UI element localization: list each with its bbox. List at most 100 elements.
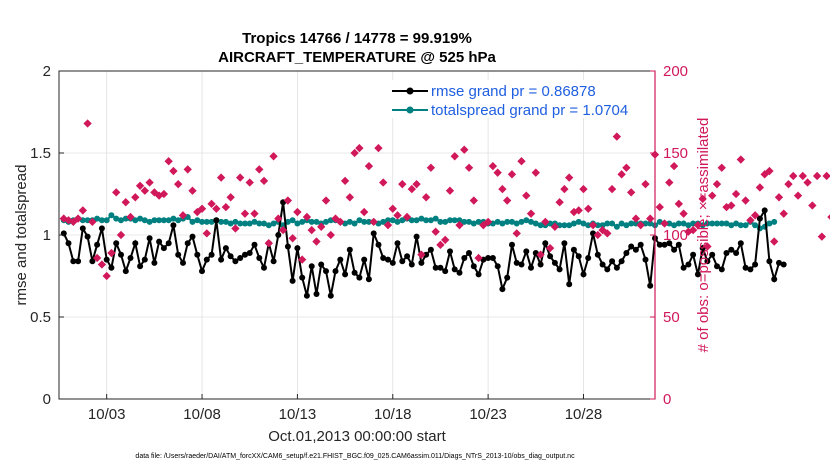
rmse-point	[685, 261, 692, 268]
rmse-point	[413, 233, 420, 240]
totalspread-point	[346, 218, 353, 225]
rmse-point	[237, 255, 244, 261]
obs-count-point	[183, 165, 192, 174]
totalspread-point	[466, 218, 472, 225]
rmse-point	[137, 263, 144, 270]
totalspread-point	[156, 217, 163, 224]
obs-count-point	[441, 235, 450, 245]
obs-count-point	[417, 250, 426, 259]
obs-count-point	[770, 237, 779, 246]
obs-count-point	[793, 191, 803, 200]
rmse-point	[75, 258, 82, 265]
rmse-point	[98, 225, 105, 232]
obs-count-point	[212, 204, 221, 213]
rmse-point	[671, 246, 678, 253]
obs-count-point	[617, 170, 626, 179]
totalspread-point	[475, 218, 482, 225]
obs-count-point	[641, 179, 650, 189]
rmse-point	[289, 277, 296, 284]
rmse-point	[761, 207, 768, 214]
rmse-point	[690, 251, 697, 258]
obs-count-point	[631, 214, 641, 223]
rmse-point	[313, 291, 320, 297]
rmse-point	[623, 250, 630, 256]
totalspread-point	[771, 218, 778, 225]
rmse-point	[604, 266, 611, 273]
rmse-point	[108, 264, 115, 271]
totalspread-point	[742, 222, 749, 229]
totalspread-point	[504, 218, 511, 225]
obs-count-point	[421, 193, 431, 202]
obs-count-point	[817, 232, 827, 241]
obs-count-point	[355, 143, 364, 153]
obs-count-point	[116, 230, 126, 240]
obs-count-point	[274, 214, 283, 223]
x-tick-label: 10/18	[374, 406, 412, 423]
totalspread-point	[680, 220, 687, 227]
obs-count-point	[703, 242, 712, 251]
obs-count-point	[555, 198, 564, 207]
obs-count-point	[78, 206, 88, 215]
obs-count-point	[159, 189, 169, 199]
totalspread-point	[628, 220, 635, 227]
data-file-footer: data file: /Users/raeder/DAI/ATM_forcXX/…	[135, 453, 575, 460]
rmse-point	[79, 225, 86, 232]
obs-count-point	[526, 209, 536, 218]
rmse-point	[146, 235, 153, 242]
chart-title-line2: AIRCRAFT_TEMPERATURE @ 525 hPa	[218, 49, 496, 66]
rmse-point	[342, 271, 349, 278]
obs-count-point	[812, 171, 822, 181]
rmse-point	[370, 230, 377, 237]
totalspread-point	[718, 220, 725, 227]
rmse-point	[714, 263, 720, 270]
obs-count-point	[150, 188, 159, 197]
rmse-point	[547, 253, 554, 260]
totalspread-point	[613, 223, 620, 230]
totalspread-point	[289, 217, 296, 224]
rmse-point	[365, 276, 372, 283]
obs-count-point	[550, 222, 560, 231]
x-tick-label: 10/03	[88, 406, 126, 423]
y-tick-label: 2	[43, 63, 51, 80]
rmse-point	[523, 248, 530, 255]
obs-count-point	[517, 157, 526, 166]
obs-count-point	[293, 207, 302, 217]
totalspread-point	[566, 222, 573, 229]
rmse-point	[642, 256, 649, 263]
obs-count-point	[536, 250, 545, 259]
totalspread-point	[609, 220, 616, 227]
y-right-tick-label: 150	[663, 145, 688, 162]
obs-count-point	[264, 239, 273, 248]
totalspread-point	[714, 220, 720, 227]
obs-count-point	[669, 161, 679, 171]
obs-count-point	[688, 225, 698, 235]
totalspread-point	[561, 222, 568, 229]
rmse-point	[165, 240, 172, 247]
rmse-point	[437, 264, 444, 271]
obs-count-point	[469, 196, 478, 205]
rmse-point	[580, 271, 587, 278]
rmse-point	[776, 259, 782, 266]
obs-count-point	[607, 184, 617, 194]
obs-count-point	[483, 217, 493, 227]
totalspread-point	[728, 222, 735, 229]
obs-count-point	[350, 148, 359, 158]
rmse-point	[389, 259, 396, 266]
totalspread-point	[470, 220, 477, 227]
rmse-point	[184, 240, 191, 247]
rmse-point	[628, 243, 635, 250]
rmse-point	[494, 263, 501, 270]
rmse-point	[189, 233, 196, 240]
rmse-point	[65, 240, 72, 247]
y-tick-label: 1.5	[30, 145, 51, 162]
totalspread-point	[222, 218, 229, 225]
totalspread-point	[494, 218, 501, 225]
totalspread-point	[108, 212, 115, 219]
rmse-point	[380, 255, 387, 261]
totalspread-point	[237, 220, 244, 227]
obs-count-point	[493, 168, 502, 177]
totalspread-point	[365, 218, 372, 225]
obs-count-point	[545, 243, 555, 253]
rmse-point	[737, 240, 744, 247]
obs-count-point	[255, 165, 264, 174]
